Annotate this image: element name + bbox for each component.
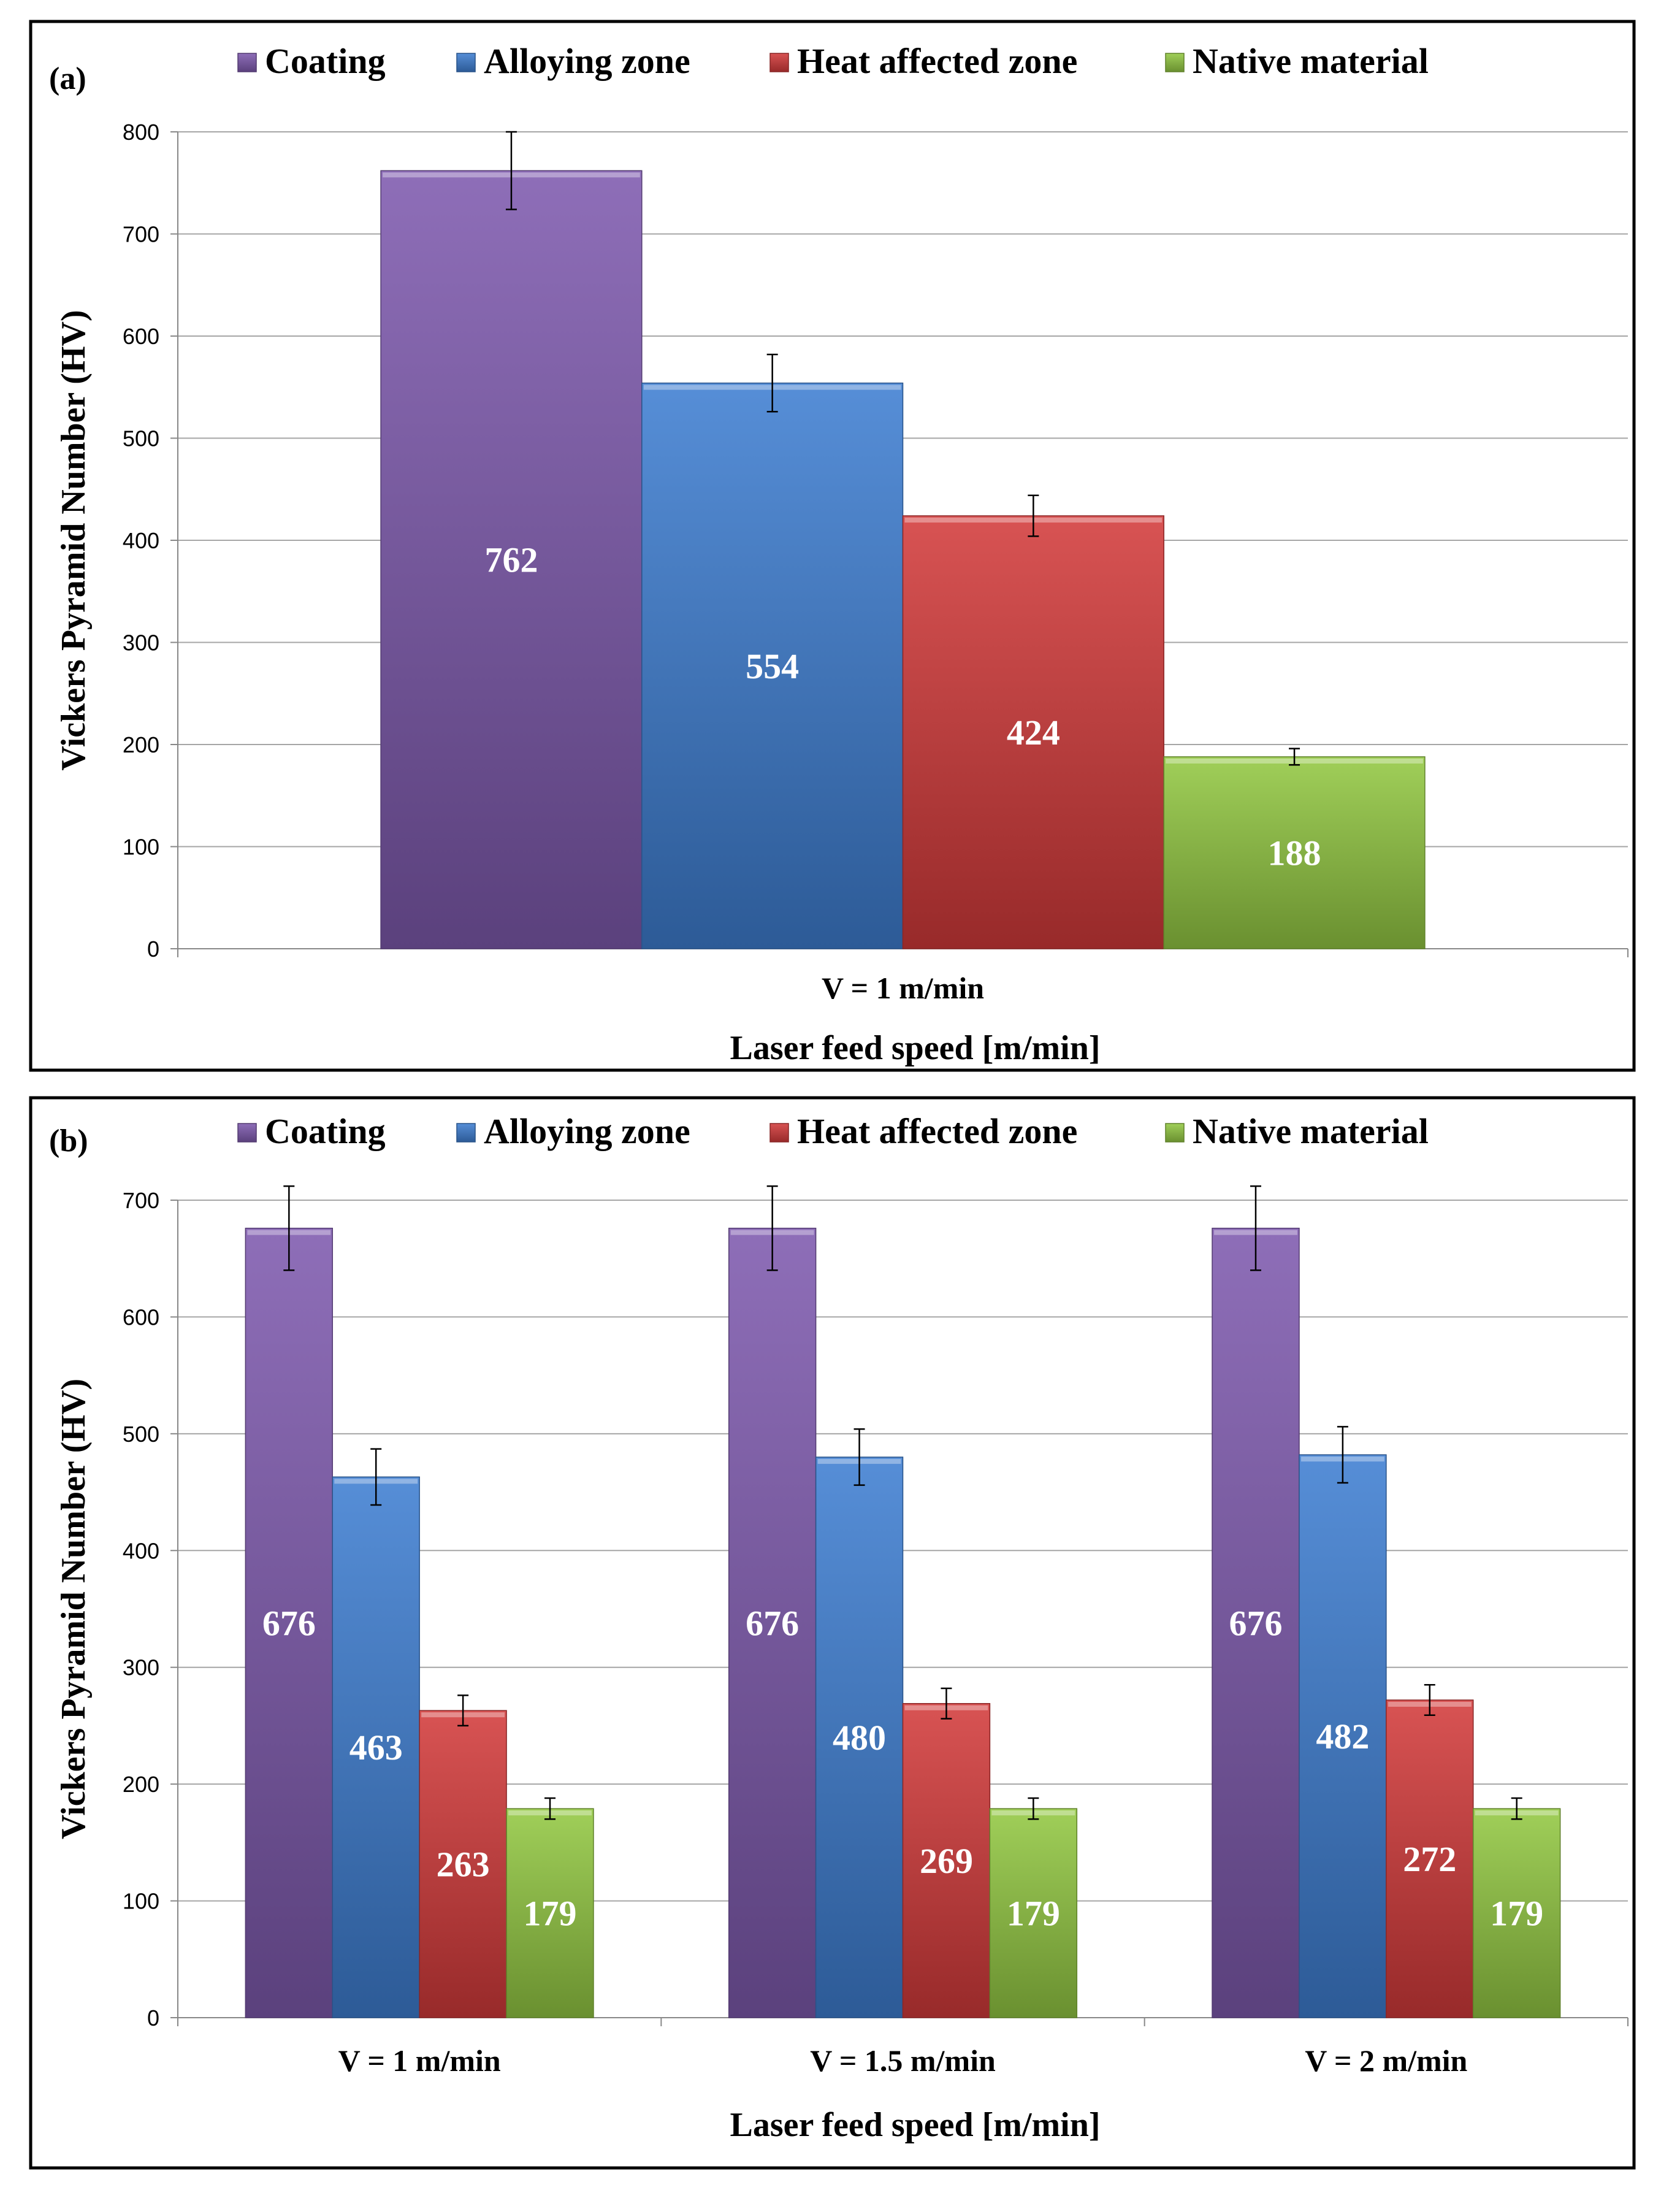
legend-entry: Native material [1193,41,1429,81]
bar-coating [728,1227,817,2018]
error-bar [544,1797,556,1820]
data-label: 762 [484,540,538,580]
y-tick-label: 400 [123,1538,159,1563]
data-label: 676 [746,1603,799,1643]
panel-frame [29,20,1636,1072]
data-label: 269 [920,1841,973,1881]
bar-coating [245,1227,334,2018]
error-bar [1289,748,1300,766]
legend-entry: Coating [265,1111,386,1151]
y-tick-label: 200 [123,732,159,757]
legend: Coating Alloying zone Heat affected zone Na… [237,1111,1429,1151]
error-bar [1028,1797,1039,1820]
bar-heat-affected-zone [1386,1699,1474,2018]
data-label: 188 [1268,833,1321,873]
bar-coating [1212,1227,1300,2018]
y-tick-label: 600 [123,324,159,349]
legend-entry: Heat affected zone [797,41,1077,81]
error-bar [766,353,778,413]
error-bar [1424,1684,1435,1717]
panel-frame [29,1096,1636,2170]
y-tick-label: 800 [123,120,159,145]
data-label: 179 [1490,1894,1543,1934]
bar-native-material [989,1808,1078,2018]
data-label: 424 [1007,713,1060,752]
legend-swatch [237,1123,257,1143]
y-tick-label: 300 [123,1655,159,1680]
data-label: 480 [833,1718,886,1758]
error-bar [457,1694,469,1727]
bar-coating [380,170,643,949]
legend-swatch [769,53,789,72]
legend-swatch [456,53,476,72]
bar-native-material [1472,1808,1561,2018]
y-tick-label: 500 [123,426,159,451]
chart-panel-2: (b) 0 100 200 300 400 500 600 700 Vickers Pyramid… [29,1096,1636,2170]
y-tick-label: 500 [123,1422,159,1447]
error-bar [1337,1426,1348,1484]
bar-alloying-zone [815,1457,904,2018]
legend-swatch [1165,53,1185,72]
y-tick-label: 0 [147,2005,159,2031]
data-label: 482 [1316,1717,1369,1756]
x-tick-label: V = 1 m/min [338,2043,501,2078]
bar-heat-affected-zone [902,515,1164,949]
y-tick-label: 100 [123,835,159,860]
legend-swatch [1165,1123,1185,1143]
legend-swatch [237,53,257,72]
legend-swatch [456,1123,476,1143]
y-tick-label: 200 [123,1772,159,1797]
bar-native-material [506,1808,594,2018]
y-tick-label: 0 [147,936,159,962]
x-tick-label: V = 1.5 m/min [810,2043,996,2078]
legend-swatch [769,1123,789,1143]
x-axis-label: Laser feed speed [m/min] [730,1029,1101,1067]
data-label: 554 [746,646,799,686]
bar-alloying-zone [641,382,904,949]
data-label: 179 [524,1894,577,1934]
bar-heat-affected-zone [419,1710,507,2018]
legend-entry: Alloying zone [484,1111,690,1151]
y-tick-label: 600 [123,1304,159,1330]
data-label: 263 [437,1845,490,1885]
error-bar [1511,1797,1522,1820]
error-bar [505,131,517,210]
error-bar [766,1185,778,1271]
x-tick-label: V = 2 m/min [1305,2043,1467,2078]
data-label: 463 [349,1728,403,1767]
bar-alloying-zone [332,1476,420,2018]
y-tick-label: 400 [123,528,159,553]
y-tick-label: 300 [123,630,159,656]
error-bar [1028,494,1039,537]
data-label: 272 [1403,1839,1456,1879]
x-tick-label: V = 1 m/min [822,971,984,1005]
panel-label: (b) [49,1124,88,1158]
error-bar [370,1448,382,1506]
bar-heat-affected-zone [902,1702,991,2018]
legend-entry: Coating [265,41,386,81]
y-tick-label: 700 [123,222,159,247]
chart-panel-1: (a) 0 100 200 300 400 500 600 700 800 Vickers Pyra… [29,20,1636,1072]
y-tick-label: 700 [123,1188,159,1213]
error-bar [853,1428,865,1486]
error-bar [941,1687,952,1720]
legend-entry: Heat affected zone [797,1111,1077,1151]
legend-entry: Native material [1193,1111,1429,1151]
legend-entry: Alloying zone [484,41,690,81]
panel-label: (a) [49,61,86,96]
y-axis-label: Vickers Pyramid Number (HV) [55,310,93,770]
y-tick-label: 100 [123,1889,159,1914]
error-bar [1250,1185,1261,1271]
error-bar [283,1185,295,1271]
legend: Coating Alloying zone Heat affected zone Na… [237,41,1429,81]
x-axis-label: Laser feed speed [m/min] [730,2106,1101,2144]
y-axis-label: Vickers Pyramid Number (HV) [55,1379,93,1839]
data-label: 179 [1007,1894,1060,1934]
data-label: 676 [262,1603,316,1643]
data-label: 676 [1229,1603,1282,1643]
bar-native-material [1163,756,1426,949]
